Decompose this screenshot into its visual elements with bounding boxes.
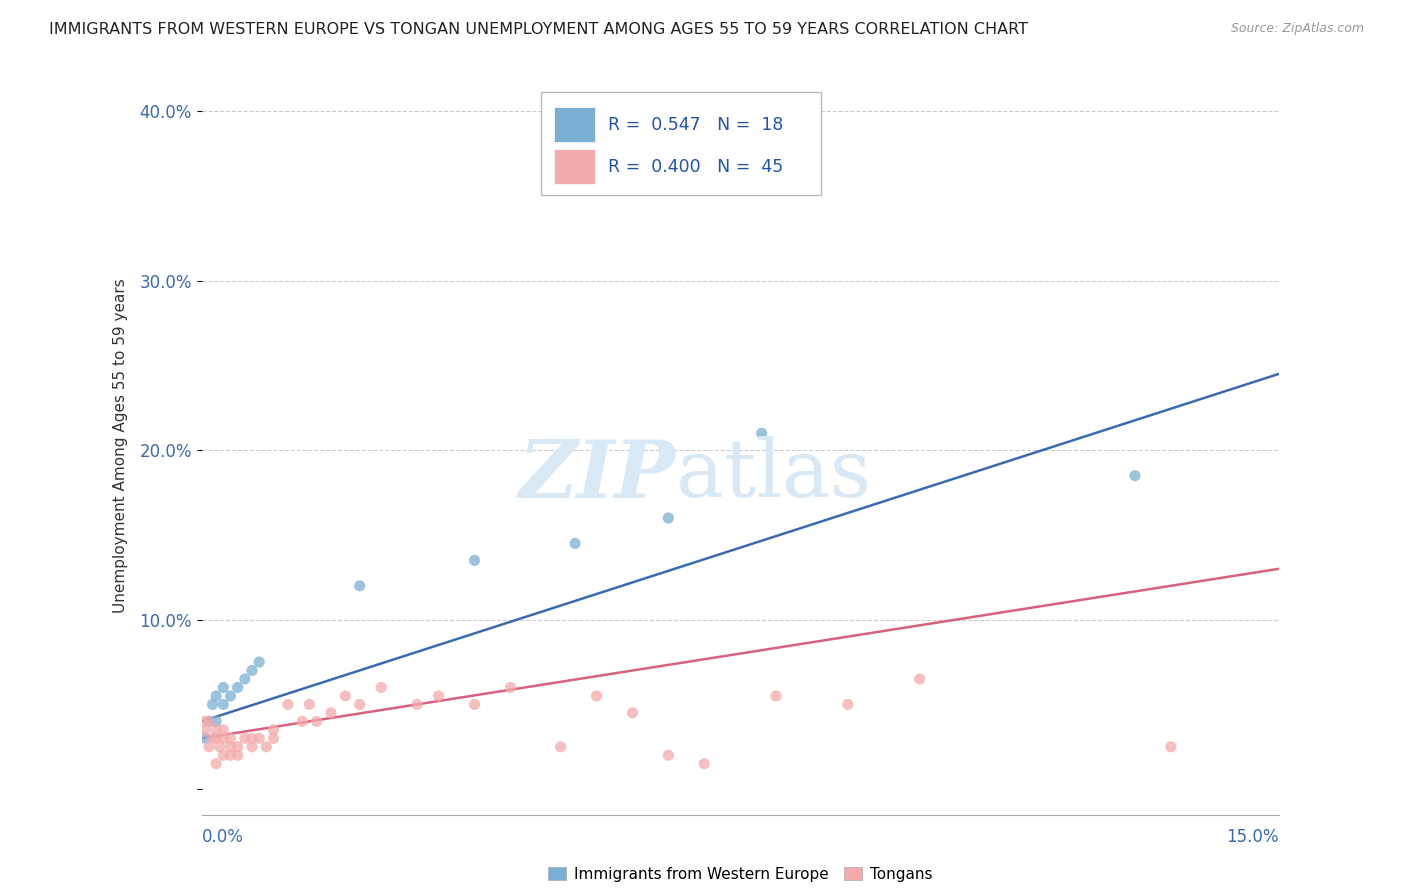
Point [1123,468,1146,483]
Point [657,748,679,763]
Text: ZIP: ZIP [519,437,675,514]
Point [751,426,773,441]
Point [212,681,235,695]
Point [226,681,249,695]
FancyBboxPatch shape [541,92,821,195]
Point [240,739,263,754]
Point [370,681,392,695]
Point [201,731,224,746]
Point [219,731,242,746]
Text: 15.0%: 15.0% [1226,828,1278,847]
Legend: Immigrants from Western Europe, Tongans: Immigrants from Western Europe, Tongans [541,861,938,888]
Point [194,731,217,746]
Point [564,536,586,550]
Point [198,714,221,729]
Point [194,723,217,737]
Point [219,689,242,703]
Text: R =  0.547   N =  18: R = 0.547 N = 18 [607,116,783,134]
Point [193,714,215,729]
Point [226,748,249,763]
Point [205,756,228,771]
Point [406,698,429,712]
Point [657,511,679,525]
Point [219,748,242,763]
Point [291,714,314,729]
Point [427,689,450,703]
Point [240,731,263,746]
Point [263,731,285,746]
Point [263,723,285,737]
Point [908,672,931,686]
Point [254,739,277,754]
FancyBboxPatch shape [554,107,595,143]
Point [319,706,342,720]
Text: 0.0%: 0.0% [201,828,243,847]
Point [240,664,263,678]
Point [335,689,357,703]
Point [693,756,716,771]
Y-axis label: Unemployment Among Ages 55 to 59 years: Unemployment Among Ages 55 to 59 years [114,278,128,614]
Point [219,739,242,754]
Point [247,731,270,746]
Text: Source: ZipAtlas.com: Source: ZipAtlas.com [1230,22,1364,36]
Point [247,655,270,669]
Text: atlas: atlas [675,436,870,515]
Point [550,739,572,754]
Point [205,723,228,737]
Point [837,698,859,712]
Point [349,579,371,593]
Point [205,731,228,746]
Point [226,739,249,754]
Point [499,681,522,695]
Point [621,706,644,720]
Point [1160,739,1182,754]
Point [298,698,321,712]
Point [198,714,221,729]
Point [205,689,228,703]
Point [464,553,486,567]
Point [277,698,299,712]
Point [233,731,256,746]
Point [305,714,328,729]
Text: IMMIGRANTS FROM WESTERN EUROPE VS TONGAN UNEMPLOYMENT AMONG AGES 55 TO 59 YEARS : IMMIGRANTS FROM WESTERN EUROPE VS TONGAN… [49,22,1028,37]
Point [212,698,235,712]
Point [198,739,221,754]
Point [212,731,235,746]
Point [765,689,787,703]
Point [201,698,224,712]
Point [212,748,235,763]
Point [349,698,371,712]
Point [464,698,486,712]
Point [208,739,231,754]
Point [205,714,228,729]
FancyBboxPatch shape [554,149,595,185]
Text: R =  0.400   N =  45: R = 0.400 N = 45 [607,158,783,176]
Point [212,723,235,737]
Point [233,672,256,686]
Point [585,689,607,703]
